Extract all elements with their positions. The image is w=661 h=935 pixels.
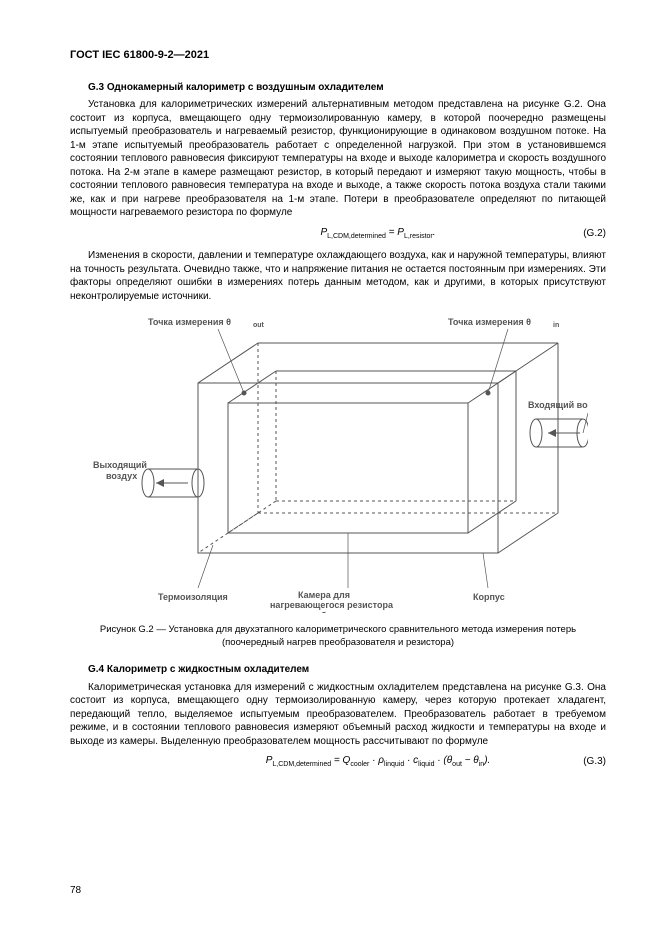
g4-paragraph-1: Калориметрическая установка для измерени… (70, 681, 606, 749)
figure-g2: Точка измерения θ out Точка измерения θ … (88, 313, 588, 618)
formula-g2-row: PL,CDM,determined = PL,resistor. (G.2) (70, 226, 606, 241)
formula-g3: PL,CDM,determined = Qcooler · ρlinquid ·… (190, 754, 566, 769)
formula-g2: PL,CDM,determined = PL,resistor. (190, 226, 566, 241)
label-case: Корпус (473, 592, 505, 602)
label-chamber-1: Камера для (298, 590, 350, 600)
label-chamber-3: и преобразователя (293, 610, 374, 613)
formula-g3-number: (G.3) (566, 755, 606, 769)
page-number: 78 (70, 884, 81, 898)
figure-g2-caption: Рисунок G.2 — Установка для двухэтапного… (70, 624, 606, 650)
svg-text:in: in (553, 322, 559, 329)
label-chamber-2: нагревающегося резистора (270, 600, 394, 610)
g4-heading: G.4 Калориметр с жидкостным охладителем (88, 663, 606, 677)
formula-g2-number: (G.2) (566, 227, 606, 241)
g3-paragraph-1: Установка для калориметрических измерени… (70, 98, 606, 220)
label-insulation: Термоизоляция (158, 592, 228, 602)
label-theta-out: Точка измерения θ (148, 317, 231, 327)
label-outlet-air-1: Выходящий (93, 460, 147, 470)
label-inlet-air: Входящий воздух (528, 400, 588, 410)
calorimeter-diagram: Точка измерения θ out Точка измерения θ … (88, 313, 588, 613)
svg-text:out: out (253, 322, 265, 329)
g3-heading: G.3 Однокамерный калориметр с воздушным … (88, 81, 606, 95)
formula-g3-row: PL,CDM,determined = Qcooler · ρlinquid ·… (70, 754, 606, 769)
document-header: ГОСТ IEC 61800-9-2—2021 (70, 48, 606, 63)
label-theta-in: Точка измерения θ (448, 317, 531, 327)
g3-paragraph-2: Изменения в скорости, давлении и темпера… (70, 249, 606, 303)
label-outlet-air-2: воздух (106, 471, 137, 481)
